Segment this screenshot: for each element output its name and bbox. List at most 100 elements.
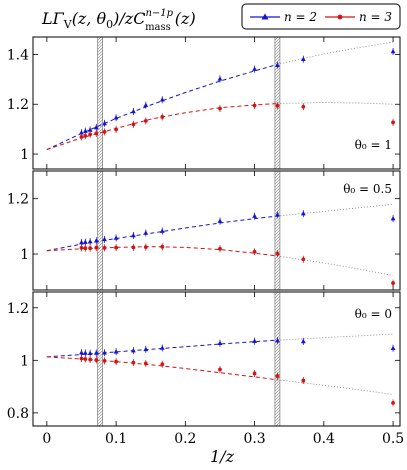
point-n3-4: [94, 245, 99, 250]
y-tick-label: 1.2: [7, 301, 29, 317]
point-n2-13: [300, 56, 306, 61]
fit-dashed-n2: [46, 339, 278, 358]
point-n2-2: [82, 239, 88, 244]
fit-dotted-n3: [277, 379, 394, 395]
vertical-band-1: [97, 36, 103, 170]
fit-dotted-n2: [277, 41, 394, 65]
panel-annotation: θ₀ = 0.5: [343, 182, 392, 196]
legend-entry-n2: n = 2: [250, 10, 317, 24]
point-n2-8: [143, 102, 149, 108]
fit-dotted-n3: [277, 102, 394, 105]
point-n3-9: [160, 244, 165, 249]
legend-entry-n3: n = 3: [325, 10, 392, 24]
point-n2-8: [143, 346, 149, 352]
chart-title: LΓV(z, θ0)/zCn−1p mass (z): [41, 8, 196, 33]
point-n3-12: [275, 251, 280, 256]
fit-dashed-n2: [46, 215, 278, 252]
point-n2-2: [82, 128, 88, 133]
x-tick-label: 0.1: [105, 431, 127, 447]
point-n3-7: [131, 122, 136, 127]
panel-frame: [32, 36, 401, 170]
y-tick-label: 1: [20, 247, 29, 263]
legend-label-n3: n = 3: [359, 10, 392, 24]
point-n3-13: [301, 257, 306, 262]
point-n2-4: [93, 350, 99, 355]
point-n2-12: [275, 338, 280, 343]
x-tick-label: 0.5: [382, 431, 404, 447]
x-axis-label: 1/z: [210, 447, 235, 466]
point-n2-8: [143, 230, 149, 235]
y-tick-label: 1: [20, 147, 29, 163]
fit-dotted-n2: [277, 333, 394, 341]
point-n2-10: [217, 340, 223, 346]
panel-frame: [32, 291, 401, 427]
legend-marker-circle: [337, 14, 343, 20]
fit-dashed-n3: [46, 356, 278, 381]
point-n2-4: [93, 238, 99, 243]
point-n3-14: [391, 120, 395, 125]
y-tick-label: 1.4: [7, 47, 29, 63]
vertical-band-2: [274, 170, 281, 291]
point-n2-14: [390, 48, 396, 54]
vertical-band-1: [97, 291, 103, 427]
panel-annotation: θ₀ = 0: [355, 307, 392, 321]
panel-3: 0.8 1 1.2 θ₀ = 0: [7, 291, 401, 427]
legend-marker-triangle: [261, 13, 269, 20]
point-n3-14: [391, 400, 395, 405]
point-n3-2: [83, 133, 88, 138]
title-sub-0: 0: [106, 18, 113, 31]
point-n3-8: [143, 245, 148, 250]
point-n3-11: [252, 371, 257, 376]
point-n3-10: [218, 367, 222, 372]
point-n2-7: [131, 108, 136, 114]
point-n2-6: [113, 115, 119, 120]
point-n2-3: [87, 238, 93, 244]
panel-frame: [32, 170, 401, 291]
title-sup: n−1p: [145, 8, 173, 19]
point-n3-1: [79, 246, 84, 250]
point-n3-3: [88, 246, 93, 251]
point-n2-13: [300, 211, 306, 216]
point-n2-9: [159, 228, 165, 233]
fit-dashed-n2: [46, 63, 278, 151]
point-n3-4: [94, 131, 99, 136]
point-n2-6: [113, 235, 119, 240]
title-mid: )/zC: [112, 9, 145, 28]
point-n2-5: [102, 236, 107, 242]
point-n2-1: [79, 350, 84, 355]
point-n3-8: [143, 361, 148, 366]
panels: 1 1.2 1.4 θ₀ = 1 1 1.2 θ₀ = 0.5 0.8 1 1.2 θ₀ = 0 0 0…: [7, 36, 404, 447]
point-n3-13: [301, 378, 306, 383]
legend-label-n2: n = 2: [284, 10, 317, 24]
point-n3-2: [83, 357, 88, 361]
point-n3-2: [83, 246, 88, 251]
point-n3-13: [301, 104, 306, 109]
fit-dotted-n2: [277, 203, 394, 217]
point-n3-1: [79, 134, 84, 139]
point-n3-5: [102, 358, 107, 363]
title-end: (z): [175, 9, 196, 28]
point-n2-12: [275, 62, 280, 67]
point-n3-6: [114, 359, 118, 364]
fit-dotted-n3: [277, 255, 394, 277]
point-n3-6: [114, 127, 118, 132]
point-n3-6: [114, 245, 118, 250]
y-tick-label: 1: [20, 353, 29, 369]
point-n2-10: [217, 218, 223, 223]
point-n3-10: [218, 106, 222, 111]
point-n3-14: [391, 281, 395, 285]
point-n3-12: [275, 103, 280, 108]
point-n3-3: [88, 132, 93, 137]
point-n3-7: [131, 360, 136, 365]
panel-annotation: θ₀ = 1: [355, 138, 392, 152]
point-n2-11: [252, 338, 257, 343]
title-args: (z, θ: [72, 9, 107, 28]
point-n3-9: [160, 362, 165, 367]
y-tick-label: 0.8: [7, 406, 29, 422]
point-n2-9: [159, 97, 165, 102]
point-n3-11: [252, 249, 257, 254]
x-tick-label: 0.3: [243, 431, 265, 447]
point-n2-7: [131, 232, 136, 238]
legend-box: [241, 3, 401, 30]
